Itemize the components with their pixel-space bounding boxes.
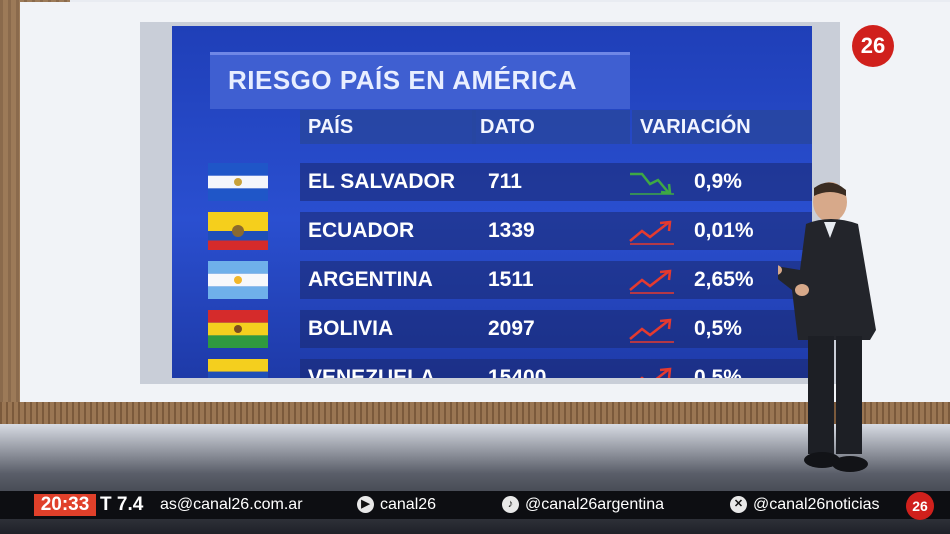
ticker-tiktok-text: @canal26argentina (525, 496, 665, 513)
variation-value: 0,9% (694, 170, 742, 193)
variation-value: 0,5% (694, 317, 742, 340)
header-value: DATO (472, 110, 630, 144)
header-variation-label: VARIACIÓN (640, 116, 751, 138)
x-icon: ✕ (730, 496, 747, 514)
tiktok-icon: ♪ (502, 496, 519, 514)
ecuador-flag-icon (208, 212, 268, 250)
risk-value: 15400 (488, 366, 547, 378)
clock-time: 20:33 (34, 494, 96, 516)
graphic-title: RIESGO PAÍS EN AMÉRICA (228, 65, 578, 95)
table-row: EL SALVADOR 711 0,9% (300, 163, 812, 201)
table-row: BOLIVIA 2097 0,5% (300, 310, 812, 348)
country-name: ARGENTINA (308, 268, 433, 291)
channel-logo: 26 (852, 25, 894, 67)
risk-value: 2097 (488, 317, 535, 340)
venezuela-flag-icon (208, 359, 268, 378)
table-row: VENEZUELA 15400 0,5% (300, 359, 812, 378)
table-row: ARGENTINA 1511 2,65% (300, 261, 812, 299)
risk-value: 1339 (488, 219, 535, 242)
argentina-flag-icon (208, 261, 268, 299)
variation-value: 2,65% (694, 268, 754, 291)
youtube-icon: ▶ (357, 496, 374, 514)
temperature: T 7.4 (100, 494, 144, 515)
ticker-email: as@canal26.com.ar (160, 494, 303, 516)
ticker-x-text: @canal26noticias (753, 496, 880, 513)
header-country: PAÍS (300, 110, 476, 144)
risk-value: 1511 (488, 268, 534, 291)
ticker-x: ✕ @canal26noticias (730, 494, 880, 516)
ticker-youtube-text: canal26 (380, 496, 437, 513)
wood-panel-bottom (0, 402, 950, 424)
header-variation: VARIACIÓN (632, 110, 812, 144)
risk-value: 711 (488, 170, 522, 193)
country-name: ECUADOR (308, 219, 415, 242)
country-name: EL SALVADOR (308, 170, 456, 193)
trend-down-icon (630, 172, 674, 195)
ticker-channel-logo: 26 (906, 492, 934, 520)
ticker-tiktok: ♪ @canal26argentina (502, 494, 664, 516)
country-name: BOLIVIA (308, 317, 394, 340)
header-country-label: PAÍS (308, 116, 354, 138)
trend-up-icon (629, 318, 674, 343)
header-value-label: DATO (480, 116, 535, 138)
graphic-title-bar: RIESGO PAÍS EN AMÉRICA (210, 52, 630, 109)
ticker-youtube: ▶ canal26 (357, 494, 436, 516)
ticker-bar (0, 491, 950, 519)
ticker-email-text: as@canal26.com.ar (160, 496, 303, 513)
video-wall-graphic: RIESGO PAÍS EN AMÉRICA PAÍS DATO VARIACI… (172, 26, 812, 378)
table-row: ECUADOR 1339 0,01% (300, 212, 812, 250)
el-salvador-flag-icon (208, 163, 268, 201)
trend-up-icon (640, 367, 672, 378)
bolivia-flag-icon (208, 310, 268, 348)
presenter-figure (778, 182, 876, 472)
country-name: VENEZUELA (308, 366, 436, 378)
trend-up-icon (629, 269, 674, 294)
trend-up-icon (629, 220, 674, 245)
variation-value: 0,5% (694, 366, 742, 378)
variation-value: 0,01% (694, 219, 754, 242)
